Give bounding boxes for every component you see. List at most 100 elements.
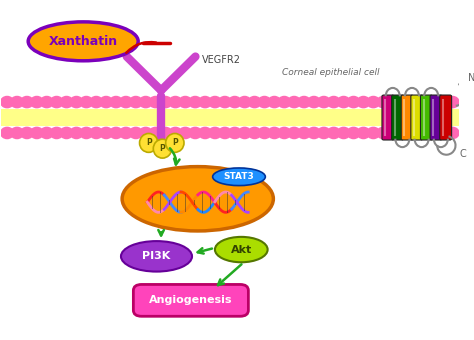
Ellipse shape (397, 97, 410, 108)
Ellipse shape (80, 97, 93, 108)
Ellipse shape (347, 128, 360, 139)
Ellipse shape (347, 97, 360, 108)
Ellipse shape (248, 128, 261, 139)
Ellipse shape (109, 97, 122, 108)
Ellipse shape (209, 97, 221, 108)
Ellipse shape (30, 128, 43, 139)
Text: N: N (468, 73, 474, 83)
Ellipse shape (367, 128, 380, 139)
Ellipse shape (121, 241, 192, 272)
Ellipse shape (119, 128, 132, 139)
Ellipse shape (189, 97, 201, 108)
Ellipse shape (328, 97, 340, 108)
Ellipse shape (129, 128, 142, 139)
Ellipse shape (377, 128, 390, 139)
Ellipse shape (387, 128, 400, 139)
Ellipse shape (278, 128, 291, 139)
Text: Xanthatin: Xanthatin (49, 35, 118, 48)
Ellipse shape (377, 97, 390, 108)
Ellipse shape (166, 134, 184, 152)
Ellipse shape (228, 128, 241, 139)
Ellipse shape (436, 128, 449, 139)
Ellipse shape (40, 97, 53, 108)
FancyBboxPatch shape (382, 95, 394, 140)
Ellipse shape (209, 128, 221, 139)
Ellipse shape (357, 128, 370, 139)
Ellipse shape (238, 97, 251, 108)
Text: STAT3: STAT3 (224, 172, 255, 181)
Ellipse shape (215, 237, 268, 262)
Ellipse shape (0, 97, 14, 108)
Ellipse shape (30, 97, 43, 108)
Ellipse shape (149, 128, 162, 139)
Ellipse shape (100, 97, 112, 108)
FancyBboxPatch shape (392, 95, 403, 140)
Ellipse shape (28, 22, 138, 61)
Text: P: P (160, 144, 165, 153)
Ellipse shape (80, 128, 93, 139)
Ellipse shape (40, 128, 53, 139)
Ellipse shape (20, 128, 33, 139)
Ellipse shape (308, 128, 320, 139)
Ellipse shape (20, 97, 33, 108)
Ellipse shape (100, 128, 112, 139)
Ellipse shape (139, 134, 158, 152)
Ellipse shape (407, 97, 419, 108)
Text: P: P (146, 138, 152, 148)
Ellipse shape (122, 167, 273, 231)
Ellipse shape (179, 97, 191, 108)
Ellipse shape (318, 128, 330, 139)
Ellipse shape (10, 97, 23, 108)
Ellipse shape (357, 97, 370, 108)
Ellipse shape (60, 128, 73, 139)
Ellipse shape (436, 97, 449, 108)
Ellipse shape (149, 97, 162, 108)
Ellipse shape (417, 128, 429, 139)
Ellipse shape (268, 97, 281, 108)
Ellipse shape (426, 128, 439, 139)
Ellipse shape (219, 128, 231, 139)
Ellipse shape (139, 128, 152, 139)
Ellipse shape (129, 97, 142, 108)
Ellipse shape (169, 128, 182, 139)
Ellipse shape (0, 128, 14, 139)
Ellipse shape (199, 128, 211, 139)
Ellipse shape (308, 97, 320, 108)
FancyBboxPatch shape (133, 285, 248, 316)
Ellipse shape (367, 97, 380, 108)
FancyBboxPatch shape (440, 95, 452, 140)
Ellipse shape (109, 128, 122, 139)
FancyBboxPatch shape (411, 95, 423, 140)
Ellipse shape (219, 97, 231, 108)
Ellipse shape (298, 97, 310, 108)
Ellipse shape (288, 128, 301, 139)
Ellipse shape (397, 128, 410, 139)
Text: PI3K: PI3K (142, 251, 171, 261)
Ellipse shape (298, 128, 310, 139)
Ellipse shape (258, 128, 271, 139)
Ellipse shape (10, 128, 23, 139)
Ellipse shape (159, 128, 172, 139)
Ellipse shape (119, 97, 132, 108)
Ellipse shape (387, 97, 400, 108)
Ellipse shape (213, 168, 265, 186)
Ellipse shape (50, 128, 63, 139)
Ellipse shape (159, 97, 172, 108)
Bar (0, 108, 459, 126)
Ellipse shape (90, 97, 102, 108)
Text: VEGFR2: VEGFR2 (202, 55, 241, 65)
Ellipse shape (70, 128, 83, 139)
Ellipse shape (139, 97, 152, 108)
Ellipse shape (258, 97, 271, 108)
Ellipse shape (446, 128, 459, 139)
Ellipse shape (169, 97, 182, 108)
Ellipse shape (189, 128, 201, 139)
Ellipse shape (328, 128, 340, 139)
Ellipse shape (318, 97, 330, 108)
FancyBboxPatch shape (430, 95, 442, 140)
Ellipse shape (417, 97, 429, 108)
Ellipse shape (337, 97, 350, 108)
Ellipse shape (60, 97, 73, 108)
FancyBboxPatch shape (401, 95, 413, 140)
Ellipse shape (446, 97, 459, 108)
